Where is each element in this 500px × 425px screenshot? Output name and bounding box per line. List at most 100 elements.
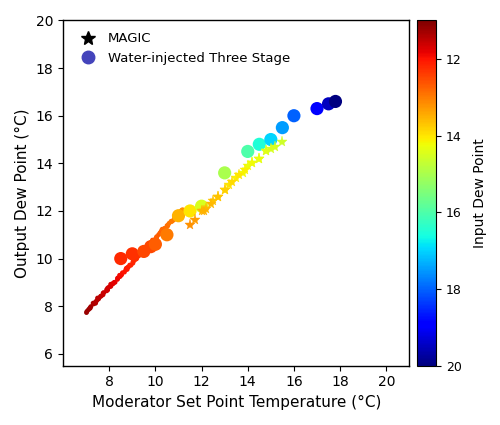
Point — [102, 286, 110, 293]
Point — [109, 280, 117, 286]
Point — [168, 218, 176, 225]
Point — [167, 218, 175, 225]
Point — [139, 249, 147, 255]
Point — [178, 207, 186, 214]
Point — [86, 305, 94, 312]
Point — [94, 296, 102, 303]
Point — [92, 300, 100, 306]
Point — [104, 285, 112, 292]
Point — [170, 217, 177, 224]
Point — [106, 283, 114, 290]
Point — [109, 280, 117, 287]
Point — [140, 246, 148, 253]
Legend: MAGIC, Water-injected Three Stage: MAGIC, Water-injected Three Stage — [70, 27, 296, 70]
Point — [92, 298, 100, 304]
Point — [146, 240, 154, 246]
Point — [178, 207, 186, 213]
Point — [165, 220, 173, 227]
Point — [158, 227, 166, 234]
Point — [104, 286, 112, 293]
Point — [102, 287, 110, 294]
Point — [97, 293, 105, 300]
Point — [127, 262, 135, 269]
Point — [163, 222, 171, 229]
Point — [124, 264, 132, 270]
Point — [154, 231, 162, 238]
Point — [86, 305, 94, 312]
Point — [99, 289, 107, 296]
Point — [164, 223, 172, 230]
Point — [129, 258, 137, 265]
Point — [140, 248, 148, 255]
Point — [160, 225, 168, 232]
Point — [149, 238, 157, 244]
Point — [107, 283, 115, 290]
Point — [174, 211, 182, 218]
Point — [152, 241, 160, 248]
Point — [332, 98, 340, 105]
Point — [96, 293, 104, 300]
Point — [114, 276, 122, 283]
Point — [156, 230, 164, 236]
Point — [164, 222, 172, 229]
Point — [172, 212, 180, 219]
Point — [146, 241, 154, 247]
Point — [87, 303, 95, 310]
X-axis label: Moderator Set Point Temperature (°C): Moderator Set Point Temperature (°C) — [92, 395, 381, 410]
Point — [122, 266, 130, 273]
Point — [162, 224, 170, 231]
Point — [220, 170, 228, 176]
Point — [89, 300, 97, 306]
Point — [143, 244, 151, 251]
Point — [136, 251, 143, 258]
Point — [99, 292, 107, 298]
Point — [158, 227, 166, 234]
Point — [132, 256, 140, 263]
Point — [132, 255, 140, 262]
Point — [134, 253, 142, 260]
Point — [124, 264, 132, 271]
Point — [92, 299, 100, 306]
Point — [120, 269, 128, 275]
Point — [84, 306, 92, 313]
Point — [174, 212, 182, 219]
Point — [94, 295, 102, 301]
Point — [94, 295, 102, 302]
Point — [173, 213, 181, 220]
Y-axis label: Output Dew Point (°C): Output Dew Point (°C) — [15, 108, 30, 278]
Point — [150, 238, 158, 244]
Y-axis label: Input Dew Point: Input Dew Point — [472, 138, 486, 248]
Point — [179, 207, 187, 213]
Point — [186, 207, 194, 214]
Point — [100, 289, 108, 296]
Point — [136, 251, 144, 258]
Point — [152, 234, 160, 241]
Point — [118, 269, 126, 276]
Point — [136, 249, 144, 256]
Point — [153, 233, 161, 240]
Point — [130, 258, 138, 265]
Point — [117, 255, 125, 262]
Point — [122, 265, 130, 272]
Point — [114, 275, 122, 281]
Point — [111, 279, 119, 286]
Point — [244, 148, 252, 155]
Point — [128, 250, 136, 257]
Point — [126, 262, 134, 269]
Point — [110, 279, 118, 286]
Point — [106, 281, 114, 288]
Point — [142, 245, 150, 252]
Point — [176, 209, 184, 216]
Point — [168, 218, 175, 224]
Point — [138, 249, 145, 256]
Point — [170, 215, 178, 222]
Point — [142, 244, 150, 251]
Point — [198, 203, 205, 210]
Point — [116, 272, 124, 279]
Point — [158, 226, 166, 232]
Point — [151, 236, 159, 243]
Point — [152, 234, 160, 241]
Point — [174, 210, 182, 217]
Point — [132, 255, 140, 262]
Point — [116, 273, 124, 280]
